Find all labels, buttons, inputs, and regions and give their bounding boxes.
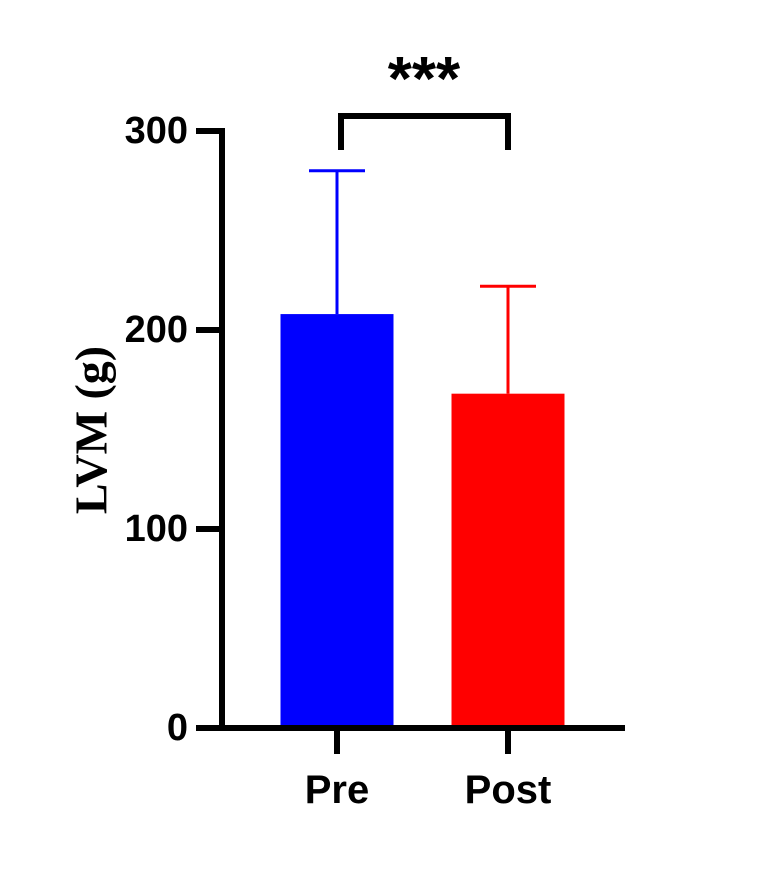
bar-post bbox=[451, 393, 565, 728]
x-tick-label-pre: Pre bbox=[305, 768, 370, 812]
significance-bracket bbox=[338, 113, 511, 150]
y-axis-title: LVM (g) bbox=[66, 346, 117, 514]
y-axis-ticks: 0 100 200 300 bbox=[125, 110, 222, 749]
significance-annotation: *** bbox=[338, 45, 511, 150]
significance-label: *** bbox=[388, 45, 461, 114]
y-tick-label-200: 200 bbox=[125, 309, 188, 351]
y-tick-label-300: 300 bbox=[125, 110, 188, 152]
x-axis-ticks: Pre Post bbox=[305, 728, 552, 812]
chart-marks bbox=[280, 169, 565, 728]
y-tick-label-100: 100 bbox=[125, 508, 188, 550]
x-tick-label-post: Post bbox=[465, 768, 552, 812]
y-tick-label-0: 0 bbox=[167, 707, 188, 749]
bar-pre bbox=[280, 314, 394, 728]
